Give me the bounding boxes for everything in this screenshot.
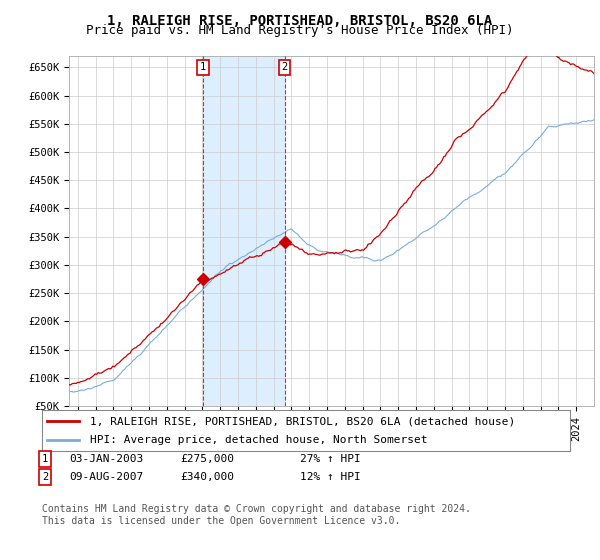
Text: £275,000: £275,000 [180,454,234,464]
Text: 1, RALEIGH RISE, PORTISHEAD, BRISTOL, BS20 6LA: 1, RALEIGH RISE, PORTISHEAD, BRISTOL, BS… [107,14,493,28]
Text: £340,000: £340,000 [180,472,234,482]
Text: 09-AUG-2007: 09-AUG-2007 [69,472,143,482]
Text: 1, RALEIGH RISE, PORTISHEAD, BRISTOL, BS20 6LA (detached house): 1, RALEIGH RISE, PORTISHEAD, BRISTOL, BS… [89,417,515,426]
Text: 03-JAN-2003: 03-JAN-2003 [69,454,143,464]
Text: 1: 1 [200,62,206,72]
Text: 2: 2 [42,472,48,482]
Text: 27% ↑ HPI: 27% ↑ HPI [300,454,361,464]
Text: 1: 1 [42,454,48,464]
Text: 12% ↑ HPI: 12% ↑ HPI [300,472,361,482]
Text: Contains HM Land Registry data © Crown copyright and database right 2024.
This d: Contains HM Land Registry data © Crown c… [42,504,471,526]
Bar [203,56,284,406]
Text: Price paid vs. HM Land Registry's House Price Index (HPI): Price paid vs. HM Land Registry's House … [86,24,514,37]
Text: HPI: Average price, detached house, North Somerset: HPI: Average price, detached house, Nort… [89,435,427,445]
Text: 2: 2 [281,62,288,72]
